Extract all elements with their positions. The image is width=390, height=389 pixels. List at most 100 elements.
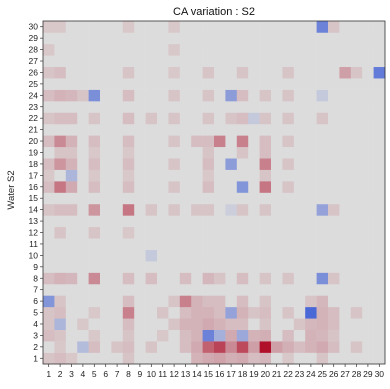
heatmap-cell-20-18 bbox=[259, 158, 272, 170]
heatmap-cell-9-23 bbox=[134, 101, 146, 113]
heatmap-cell-15-2 bbox=[202, 341, 215, 353]
heatmap-cell-23-10 bbox=[293, 249, 306, 262]
heatmap-cell-13-29 bbox=[179, 32, 192, 45]
heatmap-cell-16-2 bbox=[214, 341, 226, 353]
heatmap-cell-2-28 bbox=[54, 43, 67, 56]
heatmap-cell-10-20 bbox=[145, 135, 158, 148]
heatmap-cell-30-9 bbox=[373, 261, 386, 273]
heatmap-cell-15-26 bbox=[202, 66, 215, 79]
heatmap-cell-26-5 bbox=[328, 306, 340, 319]
heatmap-cell-1-10 bbox=[43, 249, 55, 262]
heatmap-cell-27-10 bbox=[339, 249, 352, 262]
heatmap-cell-11-3 bbox=[157, 329, 169, 342]
heatmap-cell-30-8 bbox=[373, 272, 386, 285]
heatmap-cell-11-9 bbox=[157, 261, 169, 273]
heatmap-cell-9-2 bbox=[134, 341, 146, 353]
y-tick-label: 26 bbox=[29, 67, 39, 77]
heatmap-cell-11-25 bbox=[157, 78, 169, 90]
heatmap-cell-1-8 bbox=[43, 272, 55, 285]
heatmap-cell-19-8 bbox=[248, 272, 260, 285]
x-tick-label: 14 bbox=[192, 369, 202, 379]
heatmap-cell-23-2 bbox=[293, 341, 306, 353]
heatmap-cell-20-12 bbox=[259, 226, 272, 239]
heatmap-cell-5-23 bbox=[88, 101, 101, 113]
heatmap-cell-1-30 bbox=[43, 21, 55, 33]
y-tick-label: 29 bbox=[29, 33, 39, 43]
heatmap-cell-6-7 bbox=[100, 283, 112, 296]
x-tick-label: 30 bbox=[375, 369, 385, 379]
heatmap-cell-22-29 bbox=[282, 32, 295, 45]
heatmap-cell-26-15 bbox=[328, 192, 340, 205]
heatmap-cell-30-24 bbox=[373, 89, 386, 102]
heatmap-cell-8-23 bbox=[122, 101, 135, 113]
heatmap-cell-28-29 bbox=[350, 32, 363, 45]
heatmap-cell-16-18 bbox=[214, 158, 226, 170]
heatmap-cell-28-3 bbox=[350, 329, 363, 342]
heatmap-cell-21-4 bbox=[271, 318, 283, 330]
heatmap-cell-15-1 bbox=[202, 352, 215, 365]
heatmap-cell-23-1 bbox=[293, 352, 306, 365]
heatmap-cell-26-30 bbox=[328, 21, 340, 33]
heatmap-cell-25-14 bbox=[316, 203, 329, 216]
heatmap-cell-28-22 bbox=[350, 112, 363, 125]
heatmap-cell-14-23 bbox=[191, 101, 203, 113]
x-tick-label: 19 bbox=[249, 369, 259, 379]
heatmap-cell-20-6 bbox=[259, 295, 272, 308]
heatmap-cell-11-24 bbox=[157, 89, 169, 102]
heatmap-cell-2-6 bbox=[54, 295, 67, 308]
heatmap-cell-5-15 bbox=[88, 192, 101, 205]
heatmap-cell-28-24 bbox=[350, 89, 363, 102]
heatmap-cell-18-1 bbox=[236, 352, 249, 365]
heatmap-cell-13-11 bbox=[179, 238, 192, 250]
heatmap-cell-21-25 bbox=[271, 78, 283, 90]
heatmap-cell-1-9 bbox=[43, 261, 55, 273]
heatmap-cell-5-17 bbox=[88, 169, 101, 182]
heatmap-cell-30-2 bbox=[373, 341, 386, 353]
heatmap-cell-19-14 bbox=[248, 203, 260, 216]
y-tick-label: 13 bbox=[29, 216, 39, 226]
x-tick-label: 24 bbox=[306, 369, 316, 379]
heatmap-cell-6-14 bbox=[100, 203, 112, 216]
heatmap-cell-11-2 bbox=[157, 341, 169, 353]
heatmap-cell-18-5 bbox=[236, 306, 249, 319]
heatmap-cell-30-3 bbox=[373, 329, 386, 342]
heatmap-cell-15-14 bbox=[202, 203, 215, 216]
heatmap-cell-28-11 bbox=[350, 238, 363, 250]
heatmap-cell-25-16 bbox=[316, 181, 329, 193]
heatmap-cell-27-23 bbox=[339, 101, 352, 113]
heatmap-cell-4-27 bbox=[77, 55, 89, 68]
y-tick-label: 16 bbox=[29, 182, 39, 192]
heatmap-cell-25-30 bbox=[316, 21, 329, 33]
heatmap-cell-8-1 bbox=[122, 352, 135, 365]
x-tick-label: 8 bbox=[126, 369, 131, 379]
heatmap-cell-19-6 bbox=[248, 295, 260, 308]
heatmap-cell-10-27 bbox=[145, 55, 158, 68]
heatmap-cell-4-29 bbox=[77, 32, 89, 45]
heatmap-cell-18-15 bbox=[236, 192, 249, 205]
y-tick-label: 7 bbox=[33, 285, 38, 295]
heatmap-cell-16-12 bbox=[214, 226, 226, 239]
heatmap-cell-10-17 bbox=[145, 169, 158, 182]
heatmap-cell-1-11 bbox=[43, 238, 55, 250]
heatmap-cell-23-14 bbox=[293, 203, 306, 216]
heatmap-cell-22-27 bbox=[282, 55, 295, 68]
heatmap-cell-14-5 bbox=[191, 306, 203, 319]
heatmap-cell-16-30 bbox=[214, 21, 226, 33]
heatmap-cell-12-29 bbox=[168, 32, 181, 45]
heatmap-cell-2-22 bbox=[54, 112, 67, 125]
heatmap-cell-9-25 bbox=[134, 78, 146, 90]
heatmap-cell-11-12 bbox=[157, 226, 169, 239]
heatmap-cell-27-19 bbox=[339, 146, 352, 159]
heatmap-cell-9-15 bbox=[134, 192, 146, 205]
heatmap-cell-26-7 bbox=[328, 283, 340, 296]
heatmap-cell-26-20 bbox=[328, 135, 340, 148]
heatmap-cell-26-1 bbox=[328, 352, 340, 365]
heatmap-cell-9-30 bbox=[134, 21, 146, 33]
heatmap-cell-30-14 bbox=[373, 203, 386, 216]
heatmap-cell-21-10 bbox=[271, 249, 283, 262]
heatmap-cell-24-10 bbox=[305, 249, 317, 262]
heatmap-cell-17-15 bbox=[225, 192, 238, 205]
heatmap-cell-26-29 bbox=[328, 32, 340, 45]
y-tick-label: 6 bbox=[33, 296, 38, 306]
heatmap-cell-26-16 bbox=[328, 181, 340, 193]
